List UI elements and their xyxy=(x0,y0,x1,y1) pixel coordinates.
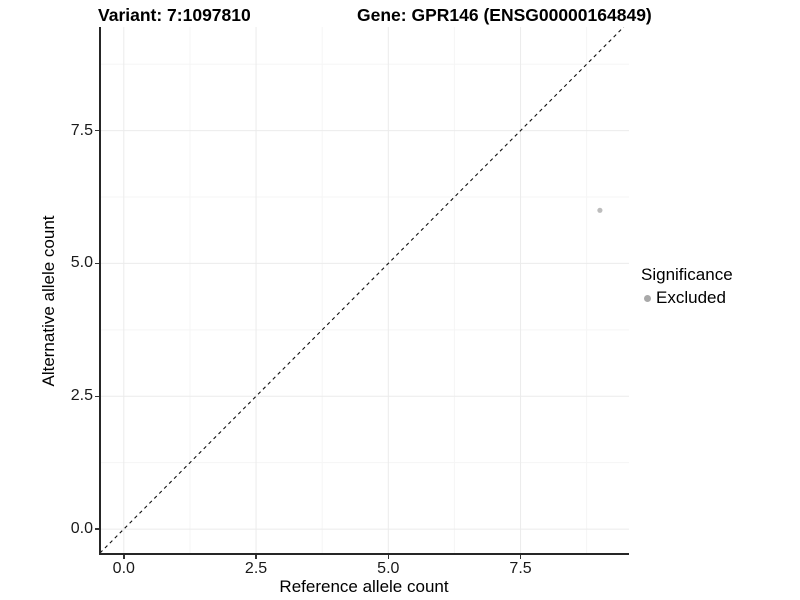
legend-item-excluded: Excluded xyxy=(641,288,733,308)
identity-dashed-line xyxy=(100,27,625,553)
x-tick-label: 2.5 xyxy=(244,560,268,577)
legend-item-label: Excluded xyxy=(656,288,726,307)
y-tick-label: 2.5 xyxy=(70,387,93,405)
x-axis-title: Reference allele count xyxy=(279,577,449,596)
x-axis-line xyxy=(99,553,629,555)
x-tick-mark xyxy=(123,554,125,559)
x-tick-label: 5.0 xyxy=(377,560,400,577)
y-tick-mark xyxy=(94,129,99,132)
x-tick-label: 7.5 xyxy=(509,560,532,577)
x-tick-mark xyxy=(255,554,257,559)
data-point xyxy=(597,207,603,213)
variant-title: Variant: 7:1097810 xyxy=(98,5,251,25)
x-tick-mark xyxy=(519,554,522,559)
y-tick-mark xyxy=(94,528,99,530)
y-tick-mark xyxy=(94,262,99,265)
legend-title: Significance xyxy=(641,265,733,284)
x-tick-mark xyxy=(387,554,390,559)
y-tick-label: 7.5 xyxy=(70,121,93,139)
y-axis-line xyxy=(99,27,101,555)
y-tick-label: 5.0 xyxy=(70,254,93,272)
plot-panel xyxy=(100,27,629,553)
x-tick-label: 0.0 xyxy=(112,560,135,577)
legend: Significance Excluded xyxy=(641,264,733,308)
gene-title: Gene: GPR146 (ENSG00000164849) xyxy=(357,5,652,25)
excluded-point-icon xyxy=(644,294,651,302)
y-axis-title: Alternative allele count xyxy=(39,215,58,387)
y-tick-mark xyxy=(94,395,99,397)
y-tick-label: 0.0 xyxy=(70,520,93,538)
scatter-plot-canvas xyxy=(100,27,629,553)
